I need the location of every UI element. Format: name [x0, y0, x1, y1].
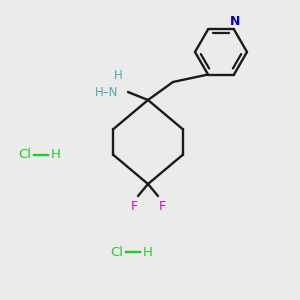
- Text: H: H: [114, 69, 122, 82]
- Text: F: F: [130, 200, 138, 213]
- Text: N: N: [230, 16, 240, 28]
- Text: Cl: Cl: [110, 245, 123, 259]
- Text: F: F: [158, 200, 166, 213]
- Text: H: H: [143, 245, 153, 259]
- Text: H: H: [51, 148, 61, 161]
- Text: H–N: H–N: [94, 85, 118, 98]
- Text: Cl: Cl: [18, 148, 31, 161]
